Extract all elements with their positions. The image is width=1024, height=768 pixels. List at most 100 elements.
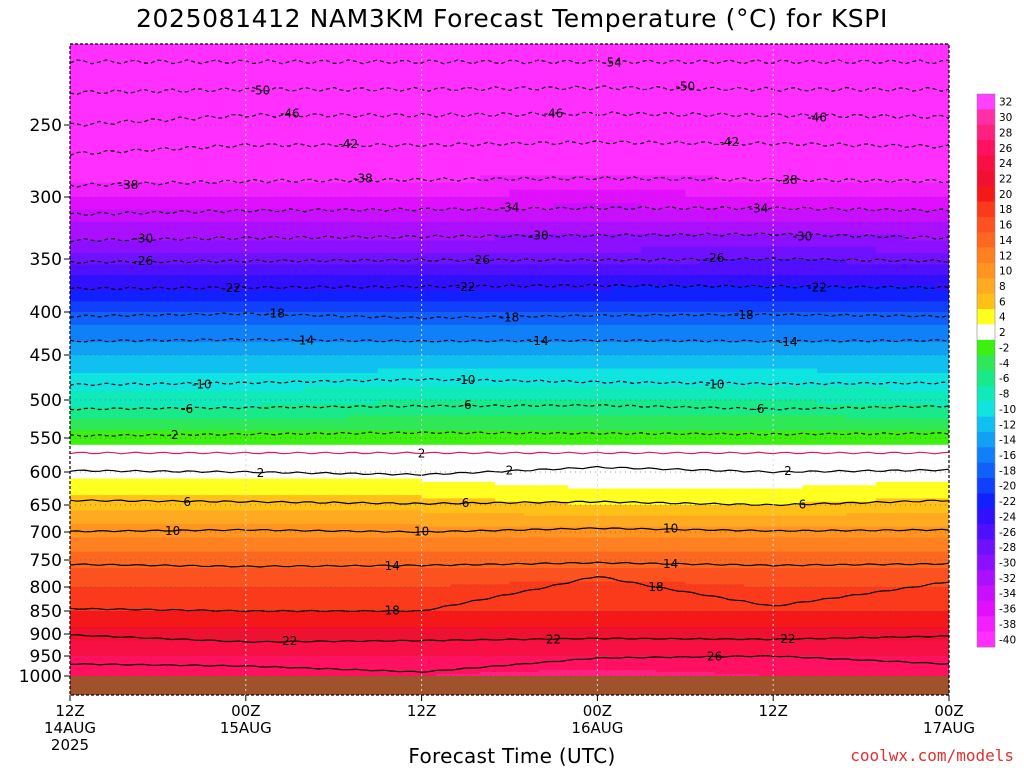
field-cell: [436, 391, 452, 397]
field-cell: [114, 426, 130, 431]
field-cell: [245, 377, 262, 383]
field-cell: [348, 252, 364, 260]
field-cell: [465, 656, 481, 659]
field-cell: [392, 601, 408, 605]
field-cell: [216, 594, 232, 598]
field-cell: [70, 197, 86, 204]
field-cell: [157, 337, 174, 343]
field-cell: [480, 608, 496, 612]
field-cell: [70, 532, 86, 536]
field-cell: [231, 529, 247, 533]
field-cell: [363, 521, 379, 525]
field-cell: [289, 108, 305, 118]
field-cell: [436, 581, 452, 585]
field-cell: [450, 613, 467, 617]
field-cell: [157, 415, 174, 420]
field-cell: [289, 182, 305, 191]
field-cell: [114, 543, 130, 547]
field-cell: [494, 546, 511, 550]
field-cell: [99, 382, 115, 388]
field-cell: [450, 44, 467, 53]
field-cell: [128, 638, 144, 642]
field-cell: [407, 642, 423, 646]
field-cell: [524, 161, 540, 169]
field-cell: [465, 359, 481, 365]
field-cell: [216, 329, 232, 335]
field-cell: [392, 342, 408, 347]
field-cell: [70, 240, 86, 248]
field-cell: [348, 52, 364, 61]
field-cell: [289, 565, 305, 569]
field-cell: [143, 507, 159, 511]
field-cell: [187, 153, 203, 162]
field-cell: [494, 608, 511, 612]
field-cell: [70, 640, 86, 644]
field-cell: [436, 458, 452, 463]
field-cell: [157, 573, 174, 577]
field-cell: [377, 246, 393, 254]
field-cell: [70, 627, 86, 630]
field-cell: [494, 386, 511, 392]
field-cell: [333, 651, 349, 655]
field-cell: [509, 240, 525, 248]
field-cell: [319, 534, 335, 539]
field-cell: [84, 76, 100, 86]
field-cell: [407, 197, 423, 204]
field-cell: [289, 274, 305, 281]
field-cell: [392, 407, 408, 412]
field-cell: [187, 280, 203, 287]
field-cell: [128, 481, 144, 486]
field-cell: [231, 491, 247, 496]
field-cell: [143, 234, 159, 241]
field-cell: [157, 495, 174, 499]
field-cell: [509, 645, 525, 648]
field-cell: [275, 636, 291, 639]
field-cell: [450, 554, 467, 558]
field-cell: [99, 60, 115, 69]
field-cell: [143, 92, 159, 102]
field-cell: [172, 434, 188, 439]
field-cell: [480, 526, 496, 530]
field-cell: [275, 554, 291, 558]
field-cell: [377, 526, 393, 530]
field-cell: [407, 301, 423, 308]
field-cell: [509, 601, 525, 605]
field-cell: [304, 670, 320, 673]
field-cell: [304, 532, 320, 536]
field-cell: [245, 320, 262, 326]
field-cell: [289, 203, 305, 210]
field-cell: [187, 478, 203, 483]
field-cell: [319, 674, 335, 677]
field-cell: [84, 478, 100, 483]
field-cell: [245, 146, 262, 155]
field-cell: [187, 537, 203, 541]
field-cell: [465, 92, 481, 102]
field-cell: [450, 269, 467, 276]
field-cell: [407, 168, 423, 176]
field-cell: [480, 246, 496, 254]
field-cell: [494, 368, 511, 374]
field-cell: [319, 44, 335, 53]
field-cell: [494, 548, 511, 553]
field-cell: [494, 373, 511, 379]
field-cell: [70, 557, 86, 561]
field-cell: [289, 589, 305, 593]
field-cell: [363, 290, 379, 297]
field-cell: [99, 451, 115, 456]
field-cell: [231, 488, 247, 493]
field-cell: [231, 108, 247, 118]
field-cell: [245, 108, 262, 118]
field-cell: [509, 189, 525, 198]
field-cell: [157, 44, 174, 53]
field-cell: [363, 570, 379, 575]
field-cell: [333, 521, 349, 525]
field-cell: [450, 329, 467, 335]
field-cell: [157, 636, 174, 639]
field-cell: [201, 373, 218, 379]
field-cell: [436, 441, 452, 446]
field-cell: [172, 189, 188, 198]
field-cell: [377, 373, 393, 379]
field-cell: [70, 455, 86, 459]
field-cell: [128, 587, 144, 590]
field-cell: [128, 209, 144, 217]
